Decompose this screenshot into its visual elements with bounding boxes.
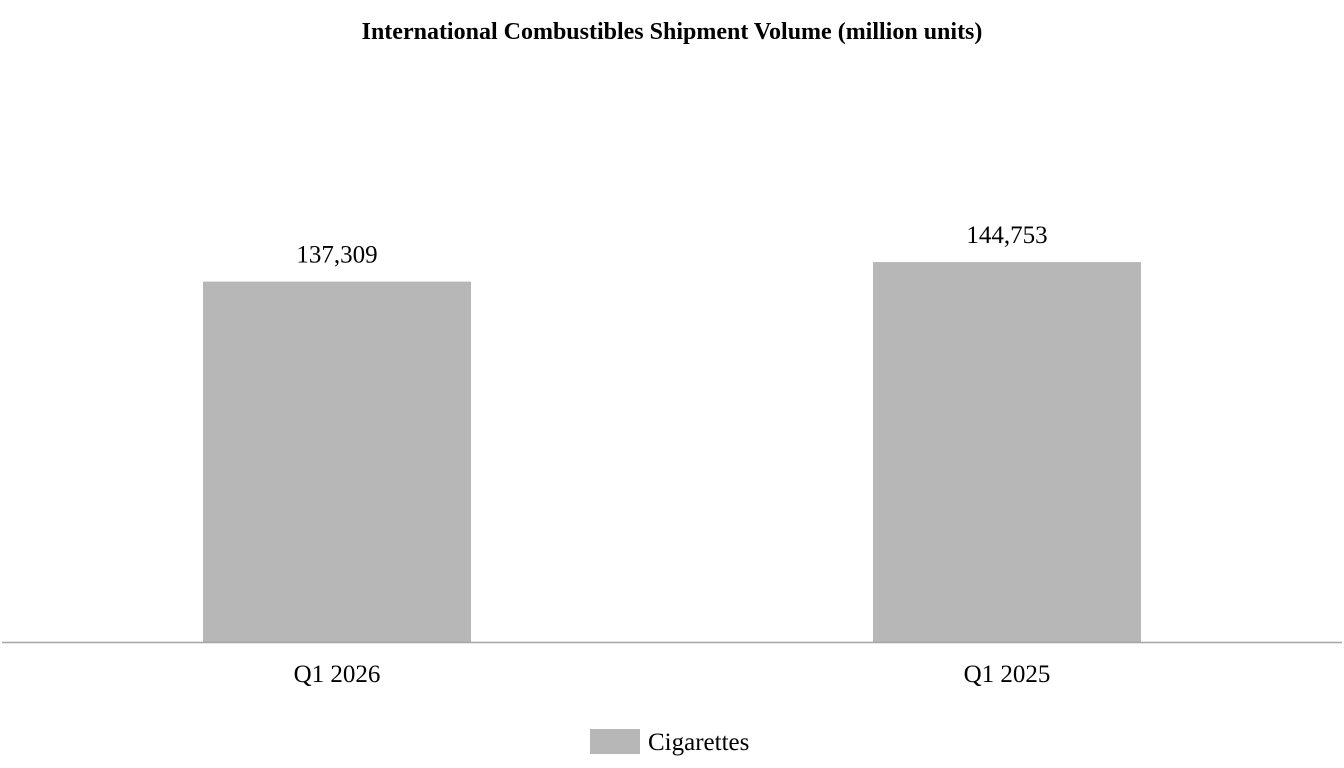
data-label-q1-2025: 144,753: [966, 222, 1047, 249]
tick-label-q1-2026: Q1 2026: [294, 661, 381, 688]
legend: Cigarettes: [590, 729, 749, 756]
tick-label-q1-2025: Q1 2025: [964, 661, 1051, 688]
legend-label-cigarettes: Cigarettes: [648, 729, 749, 756]
chart-title: International Combustibles Shipment Volu…: [362, 19, 983, 45]
labels-layer: 137,309 Q1 2026 144,753 Q1 2025: [294, 222, 1051, 688]
data-label-q1-2026: 137,309: [296, 242, 377, 269]
bar-q1-2026: [203, 281, 471, 642]
bar-q1-2025: [873, 262, 1141, 642]
bars-layer: [203, 262, 1141, 642]
legend-swatch-cigarettes: [590, 729, 640, 754]
